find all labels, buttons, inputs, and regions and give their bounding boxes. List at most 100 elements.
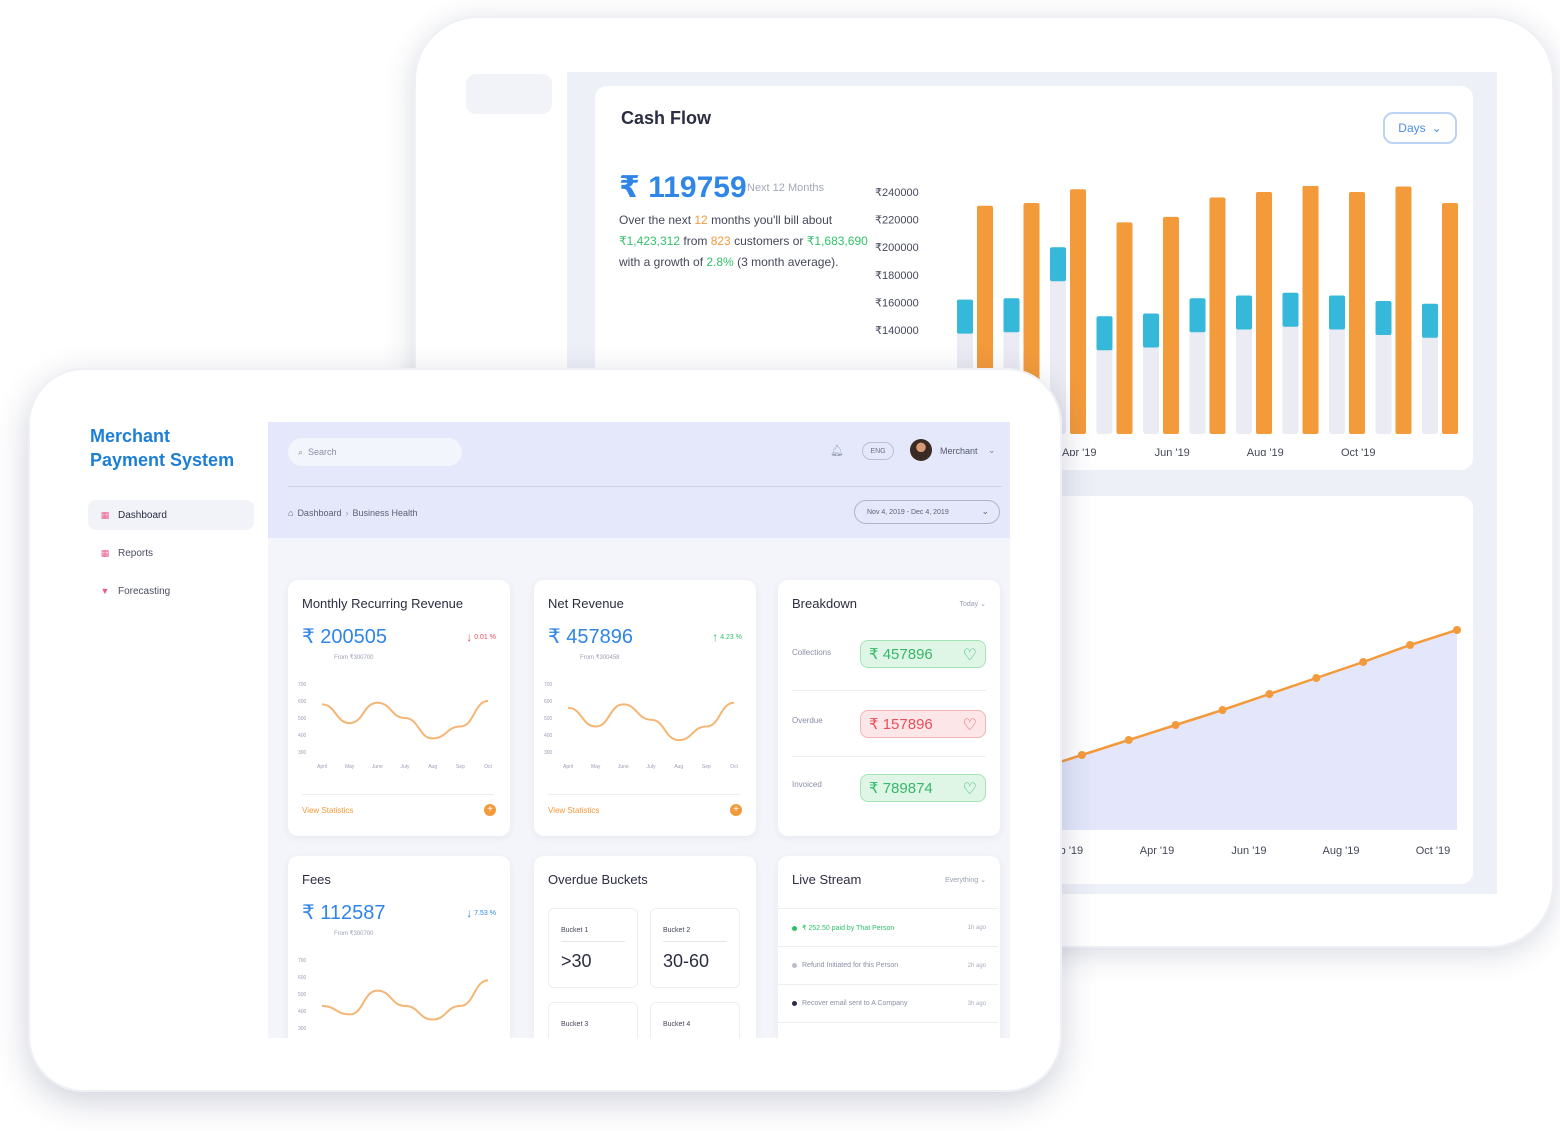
kpi-delta-value: 4.23 %: [720, 633, 742, 641]
kpi-delta: ↓ 7.53 %: [466, 906, 496, 920]
bar-series-2: [1163, 216, 1179, 434]
series-line: [321, 979, 489, 1021]
language-button[interactable]: ENG: [862, 442, 894, 460]
kpi-from: From ₹300700: [334, 931, 374, 937]
user-name[interactable]: Merchant: [940, 446, 978, 456]
status-dot: [792, 963, 797, 968]
status-dot: [792, 1001, 797, 1006]
funnel-icon: ▼: [100, 586, 110, 596]
plus-icon[interactable]: +: [484, 804, 496, 816]
breadcrumb-current: Business Health: [352, 508, 418, 518]
y-tick-label: ₹180000: [875, 270, 919, 282]
kpi-value: ₹ 200505: [302, 626, 388, 648]
bucket-label: Bucket 2: [663, 927, 691, 934]
card-title: Live Stream: [792, 872, 862, 887]
bar-series-2: [1116, 222, 1133, 434]
chevron-down-icon[interactable]: ⌄: [988, 445, 996, 455]
desc-growth: 2.8%: [706, 255, 734, 269]
list-item[interactable]: ₹ 252.50 paid by That Person 1h ago: [792, 924, 986, 932]
breakdown-filter[interactable]: Today ⌄: [959, 600, 986, 608]
breadcrumb-dashboard[interactable]: Dashboard: [297, 508, 342, 518]
bucket-value: >30: [561, 951, 592, 971]
live-stream-filter-label: Everything: [945, 877, 979, 884]
y-tick-label: ₹240000: [875, 187, 919, 199]
heartbeat-icon: ♡: [962, 717, 977, 734]
list-item[interactable]: Recover email sent to A Company 3h ago: [792, 1000, 986, 1007]
x-tick-label: Aug: [428, 764, 437, 770]
kpi-value: ₹ 457896: [548, 626, 634, 648]
x-tick-label: June: [372, 764, 383, 770]
desc-text: from: [680, 234, 711, 248]
bar-series-2: [1256, 192, 1272, 434]
bar-series-1: [1422, 303, 1438, 338]
bucket-tile[interactable]: Bucket 2 30-60: [650, 908, 740, 988]
y-tick-label: ₹160000: [875, 297, 919, 309]
live-stream-card: Live Stream Everything ⌄ ₹ 252.50 paid b…: [778, 856, 1000, 1038]
desc-text: (3 month average).: [733, 255, 839, 269]
sidebar-item-reports[interactable]: ▦ Reports: [88, 538, 254, 568]
x-tick-label: July: [401, 764, 410, 770]
live-stream-filter[interactable]: Everything ⌄: [945, 876, 986, 884]
desc-months: 12: [694, 213, 708, 227]
net-revenue-line-chart: 700 600 500 400 300 April May June July Aug Sep Oct: [544, 682, 738, 770]
kpi-delta: ↓ 0.01 %: [466, 630, 496, 644]
bucket-tile[interactable]: Bucket 4: [650, 1002, 740, 1038]
series-line: [1034, 628, 1458, 772]
breakdown-value: ₹ 457896: [869, 646, 933, 663]
x-tick-label: Apr '19: [1140, 845, 1175, 857]
divider: [778, 908, 998, 909]
x-tick-label: Oct: [730, 764, 738, 770]
arrow-down-icon: ↓: [466, 630, 473, 644]
plus-icon[interactable]: +: [730, 804, 742, 816]
list-item-time: 1h ago: [967, 925, 986, 931]
period-dropdown[interactable]: Days ⌄: [1383, 112, 1457, 144]
breakdown-value: ₹ 789874: [869, 780, 933, 797]
desc-text: with a growth of: [619, 255, 707, 269]
divider: [792, 690, 986, 691]
desc-total: ₹1,683,690: [806, 234, 868, 248]
date-range-picker[interactable]: Nov 4, 2019 - Dec 4, 2019 ⌄: [854, 500, 1000, 524]
bar-series-1: [1050, 247, 1066, 282]
y-tick-label: 300: [298, 750, 307, 756]
avatar[interactable]: [910, 439, 932, 461]
y-tick-label: 500: [298, 992, 307, 998]
chevron-down-icon: ⌄: [1431, 121, 1442, 135]
x-tick-label: July: [647, 764, 656, 770]
sidebar-item-forecasting[interactable]: ▼ Forecasting: [88, 576, 254, 606]
list-item[interactable]: Refund Initiated for this Person 2h ago: [792, 962, 986, 969]
x-tick-label: April: [317, 764, 327, 770]
sidebar-item-dashboard[interactable]: ▦ Dashboard: [88, 500, 254, 530]
view-statistics-link[interactable]: View Statistics: [302, 806, 354, 815]
y-tick-label: 700: [298, 958, 307, 964]
bar-series-2: [1209, 197, 1226, 434]
x-tick-label: Apr '19: [1062, 447, 1097, 456]
search-input[interactable]: ⌕ Search: [288, 438, 462, 466]
breakdown-value: ₹ 157896: [869, 716, 933, 733]
divider: [302, 794, 494, 795]
x-tick-label: Oct: [484, 764, 492, 770]
view-statistics-link[interactable]: View Statistics: [548, 806, 600, 815]
data-point: [1218, 706, 1227, 714]
home-icon[interactable]: ⌂: [288, 508, 294, 518]
card-title: Monthly Recurring Revenue: [302, 596, 464, 611]
desc-billed: ₹1,423,312: [619, 234, 681, 248]
kpi-delta-value: 0.01 %: [474, 633, 496, 641]
divider: [561, 941, 625, 942]
search-placeholder: Search: [308, 447, 337, 457]
data-point: [1453, 626, 1461, 634]
data-point: [1077, 751, 1086, 759]
y-tick-label: 500: [544, 716, 553, 722]
bar-series-2: [1442, 203, 1458, 434]
kpi-from: From ₹300700: [334, 655, 374, 661]
bucket-tile[interactable]: Bucket 1 >30: [548, 908, 638, 988]
app-brand: Merchant Payment System: [90, 424, 234, 472]
bell-icon[interactable]: 🔔︎: [830, 445, 844, 457]
brand-line-2: Payment System: [90, 450, 235, 470]
bar-series-1: [1282, 292, 1299, 327]
x-tick-label: Sep: [456, 764, 465, 770]
bucket-tile[interactable]: Bucket 3: [548, 1002, 638, 1038]
y-tick-label: 300: [298, 1026, 307, 1032]
bar-series-1: [1003, 298, 1020, 333]
chevron-down-icon: ⌄: [980, 601, 986, 608]
list-item-time: 2h ago: [967, 962, 986, 969]
